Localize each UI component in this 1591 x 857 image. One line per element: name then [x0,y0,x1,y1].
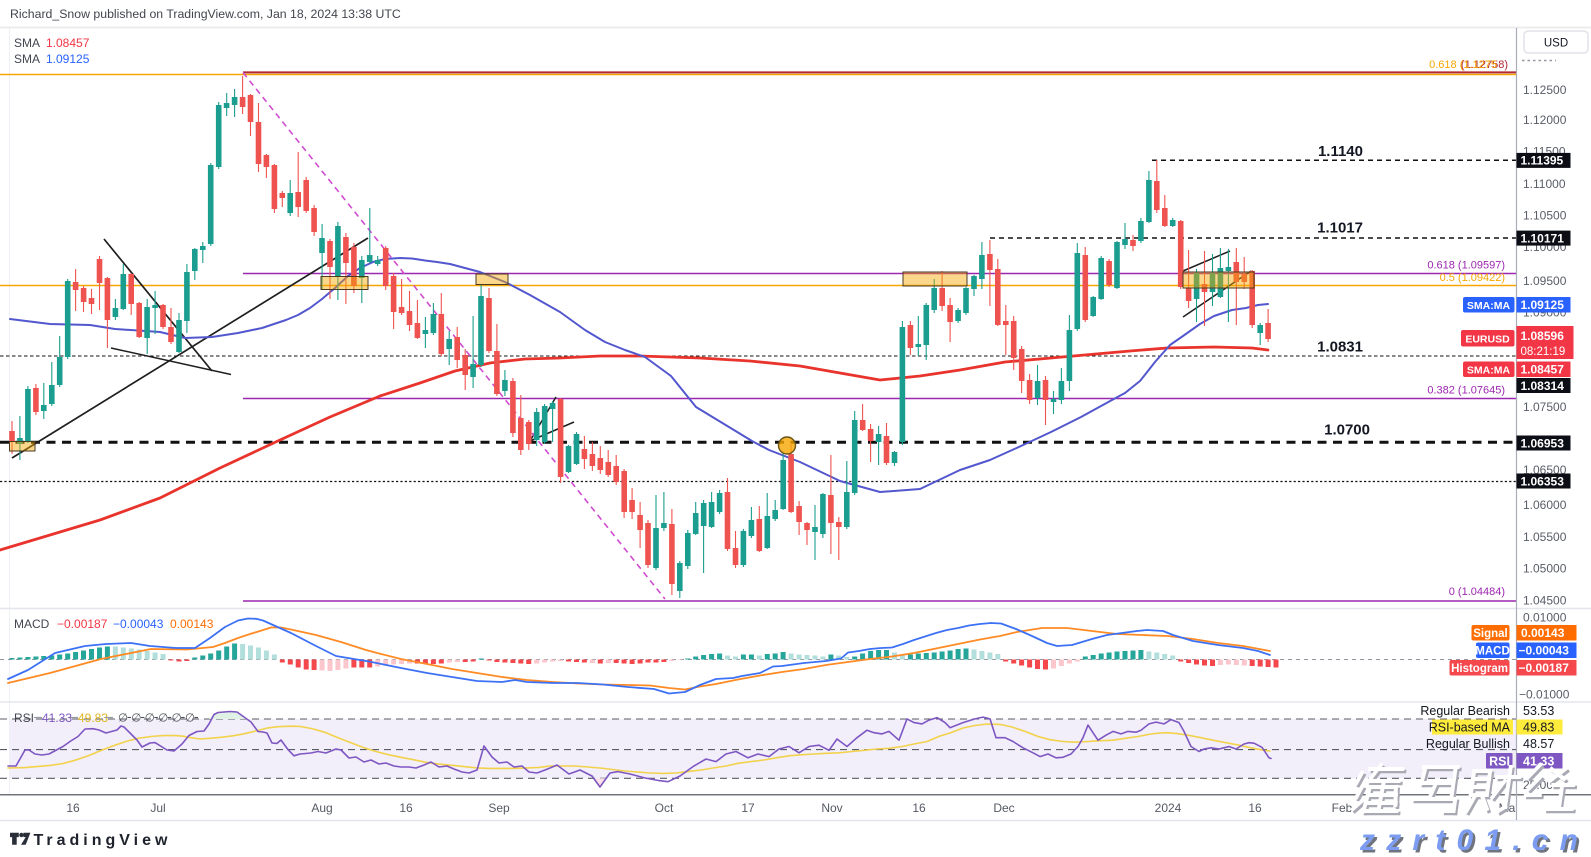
svg-text:1.10500: 1.10500 [1523,209,1567,223]
svg-text:−0.00187: −0.00187 [57,617,108,631]
svg-text:0.5 (1.09422): 0.5 (1.09422) [1440,272,1505,284]
svg-text:(1.12758): (1.12758) [1461,59,1508,71]
svg-text:0.618 (1.09597): 0.618 (1.09597) [1427,260,1505,272]
svg-text:16: 16 [66,801,80,815]
svg-text:Dec: Dec [993,801,1014,815]
svg-text:41.33: 41.33 [42,711,72,725]
svg-text:53.53: 53.53 [1523,704,1554,718]
svg-text:Histogram: Histogram [1451,663,1508,675]
svg-text:16: 16 [1248,801,1262,815]
svg-text:Sep: Sep [488,801,510,815]
svg-text:RSI: RSI [1489,755,1510,769]
svg-text:16: 16 [912,801,926,815]
svg-text:SMA:MA: SMA:MA [1467,364,1511,376]
svg-text:08:21:19: 08:21:19 [1521,346,1566,358]
svg-text:1.06000: 1.06000 [1523,498,1567,512]
svg-text:MACD: MACD [14,617,50,631]
svg-text:∅: ∅ [118,713,128,725]
svg-text:1.08314: 1.08314 [1521,379,1565,393]
svg-text:1.11395: 1.11395 [1521,154,1564,168]
svg-text:SMA:MA: SMA:MA [1467,300,1511,312]
svg-text:−0.00043: −0.00043 [113,617,164,631]
svg-text:1.09125: 1.09125 [1521,298,1565,312]
svg-text:1.08596: 1.08596 [1521,329,1565,343]
svg-text:1.1017: 1.1017 [1317,220,1363,237]
svg-text:SMA: SMA [14,36,40,50]
svg-text:−0.00043: −0.00043 [1519,644,1570,658]
svg-text:0.00143: 0.00143 [1521,626,1565,640]
svg-text:16: 16 [399,801,413,815]
svg-text:1.05000: 1.05000 [1523,562,1567,576]
svg-text:MACD: MACD [1475,646,1510,658]
svg-text:1.12500: 1.12500 [1523,83,1567,97]
svg-text:∅: ∅ [145,713,155,725]
svg-text:EURUSD: EURUSD [1465,334,1510,346]
svg-text:Jul: Jul [150,801,165,815]
svg-text:−0.00187: −0.00187 [1519,661,1570,675]
svg-text:1.08457: 1.08457 [1521,362,1565,376]
svg-text:41.33: 41.33 [1523,755,1554,769]
svg-text:Signal: Signal [1473,628,1508,640]
svg-text:1.11000: 1.11000 [1523,177,1566,191]
svg-text:49.83: 49.83 [1523,721,1554,735]
svg-text:USD: USD [1544,38,1568,50]
svg-text:0.382 (1.07645): 0.382 (1.07645) [1427,385,1505,397]
svg-text:TradingView: TradingView [34,832,172,849]
svg-text:1.04500: 1.04500 [1523,594,1567,608]
svg-text:0.01000: 0.01000 [1523,611,1567,625]
svg-text:zzrt01.cn: zzrt01.cn [1359,824,1589,857]
svg-text:0 (1.04484): 0 (1.04484) [1449,586,1505,598]
svg-text:SMA: SMA [14,52,40,66]
svg-text:zzrt01.cn: zzrt01.cn [1362,827,1591,857]
svg-text:1.05500: 1.05500 [1523,530,1567,544]
svg-text:RSI: RSI [14,711,34,725]
svg-text:∅: ∅ [172,713,182,725]
svg-text:1.12000: 1.12000 [1523,113,1567,127]
svg-text:1.0700: 1.0700 [1324,422,1370,439]
svg-text:−0.01000: −0.01000 [1519,688,1570,702]
svg-text:Nov: Nov [821,801,842,815]
svg-text:∅: ∅ [185,713,195,725]
svg-text:1.10171: 1.10171 [1521,231,1565,245]
svg-text:2024: 2024 [1155,801,1182,815]
svg-text:Regular Bullish: Regular Bullish [1426,737,1510,751]
svg-text:1.08457: 1.08457 [46,36,90,50]
svg-text:∅: ∅ [131,713,141,725]
svg-text:Regular Bearish: Regular Bearish [1420,704,1510,718]
svg-text:1.1140: 1.1140 [1318,143,1363,160]
svg-text:1.06353: 1.06353 [1521,474,1565,488]
svg-text:17: 17 [741,801,755,815]
svg-text:1.06953: 1.06953 [1521,436,1565,450]
svg-text:Aug: Aug [311,801,332,815]
svg-text:RSI-based MA: RSI-based MA [1429,721,1511,735]
svg-text:49.83: 49.83 [78,711,108,725]
svg-text:48.57: 48.57 [1523,737,1554,751]
svg-text:0.00143: 0.00143 [170,617,214,631]
svg-text:0.618 (1.1275: 0.618 (1.1275 [1429,59,1497,71]
svg-text:Feb: Feb [1332,801,1353,815]
svg-text:1.09500: 1.09500 [1523,274,1567,288]
svg-text:1.0831: 1.0831 [1317,339,1363,356]
svg-text:1.07500: 1.07500 [1523,400,1567,414]
svg-text:∅: ∅ [158,713,168,725]
svg-text:Richard_Snow published on Trad: Richard_Snow published on TradingView.co… [10,7,401,21]
svg-text:1.09125: 1.09125 [46,52,90,66]
svg-text:Oct: Oct [655,801,674,815]
